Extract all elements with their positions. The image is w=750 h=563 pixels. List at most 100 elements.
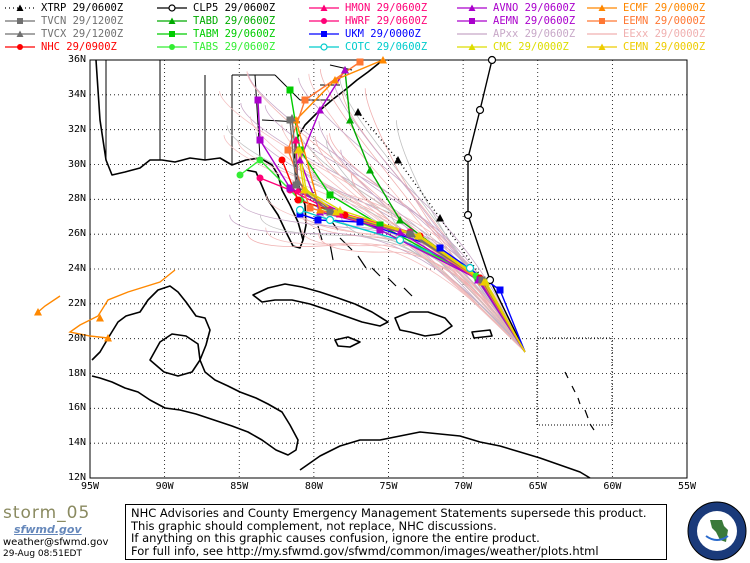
track-marker-icon [294,146,302,154]
track-marker-icon [475,105,485,115]
legend-entry-cemn: CEMN 29/0000Z [585,41,735,53]
legend-label: UKM 29/0000Z [345,28,421,40]
latitude-label: 36N [67,54,86,65]
ensemble-track [364,88,526,353]
track-marker-icon [104,334,112,342]
latitude-label: 12N [67,472,86,483]
legend-entry-cmc: CMC 29/0000Z [455,41,605,53]
track-markers [34,55,504,342]
track-marker-icon [376,226,384,234]
legend-label: ECMF 29/0000Z [623,2,706,14]
legend-entry-avno: AVNO 29/0600Z [455,2,605,14]
sfwmd-seal-icon [687,501,747,561]
cuba [252,283,389,327]
legend-label: APxx 29/0600Z [493,28,576,40]
track-marker-icon [436,244,444,252]
disclaimer-link-line[interactable]: For full info, see http://my.sfwmd.gov/s… [131,543,599,558]
legend-marker-icon [599,18,605,24]
longitude-label: 95W [80,481,100,492]
latitude-label: 14N [67,437,86,449]
sfwmd-logo-text[interactable]: sfwmd.gov [14,523,82,536]
legend-entry-tvcn: TVCN 29/1200Z [3,15,153,27]
contact-email[interactable]: weather@sfwmd.gov [3,537,109,548]
ensemble-track [307,160,526,353]
track-marker-icon [314,216,322,224]
legend-marker-icon [17,18,23,24]
longitude-label: 55W [677,481,697,492]
timestamp: 29-Aug 08:51EDT [3,549,82,559]
track-marker-icon [331,76,339,84]
legend-label: HWRF 29/0600Z [345,15,428,27]
legend-entry-tvcx: TVCX 29/1200Z [3,28,153,40]
longitude-label: 65W [528,481,547,492]
legend-marker-icon [321,18,327,24]
track-marker-icon [465,263,475,273]
track-marker-icon [316,206,324,214]
track-marker-icon [480,278,488,286]
track-marker-icon [496,286,504,294]
track-marker-icon [326,191,334,199]
track-marker-icon [396,228,404,236]
ensemble-track [305,135,526,353]
track-marker-icon [356,218,364,226]
track-marker-icon [336,210,344,218]
ensemble-track [314,136,526,353]
track-marker-icon [301,96,309,104]
ensemble-track [226,125,526,353]
legend-label: XTRP 29/0600Z [41,2,124,14]
legend-marker-icon [468,43,476,50]
track-marker-icon [306,204,314,212]
legend-label: EExx 29/0000Z [623,28,706,40]
track-ecmf-west [68,269,176,339]
legend-marker-icon [168,4,176,12]
ensemble-track [255,131,526,353]
south-america [299,431,591,479]
disclaimer-box: NHC Advisories and County Emergency Mana… [125,504,667,560]
latitude-label: 22N [67,297,86,309]
legend-label: AVNO 29/0600Z [493,2,576,14]
mexico-central-america [91,285,299,456]
longitude-label: 60W [603,481,622,492]
track-marker-icon [332,208,340,216]
ensemble-track [246,71,526,353]
longitude-label: 80W [304,481,323,492]
latitude-label: 34N [67,88,86,100]
track-marker-icon [463,153,473,163]
ensemble-track [340,212,526,353]
track-marker-icon [300,186,308,194]
legend-entry-hmon: HMON 29/0600Z [307,2,457,14]
track-marker-icon [336,206,344,214]
longitude-label: 75W [379,481,398,492]
track-marker-icon [395,235,405,245]
track-marker-icon [316,106,324,114]
track-marker-icon [294,178,302,186]
yucatan [149,333,201,377]
track-marker-icon [236,171,244,179]
track-marker-icon [294,196,302,204]
track-marker-icon [356,58,364,66]
lesser-antilles [564,371,595,431]
longitude-label: 85W [230,481,249,492]
latitude-label: 16N [67,402,86,414]
legend-marker-icon [320,43,328,51]
legend-entry-aemn: AEMN 29/0600Z [455,15,605,27]
track-marker-icon [292,136,300,144]
track-marker-icon [396,216,404,224]
track-marker-icon [379,56,387,64]
track-marker-icon [366,166,374,174]
track-marker-icon [408,230,416,238]
legend-entry-ukm: UKM 29/0000Z [307,28,457,40]
track-marker-icon [436,214,444,222]
legend-entry-nhc: NHC 29/0900Z [3,41,153,53]
disclaimer-line: This graphic should complement, not repl… [131,518,497,533]
legend-label: TABS 29/0600Z [193,41,276,53]
legend-entry-tabm: TABM 29/0600Z [155,28,305,40]
track-marker-icon [288,114,296,122]
model-legend: XTRP 29/0600Z TVCN 29/1200Z TVCX 29/1200Z N… [0,0,750,56]
ensemble-track [333,79,526,353]
latitude-label: 26N [67,228,86,240]
ensemble-track [229,214,526,353]
latitude-label: 28N [67,193,86,205]
legend-entry-eemn: EEMN 29/0000Z [585,15,735,27]
